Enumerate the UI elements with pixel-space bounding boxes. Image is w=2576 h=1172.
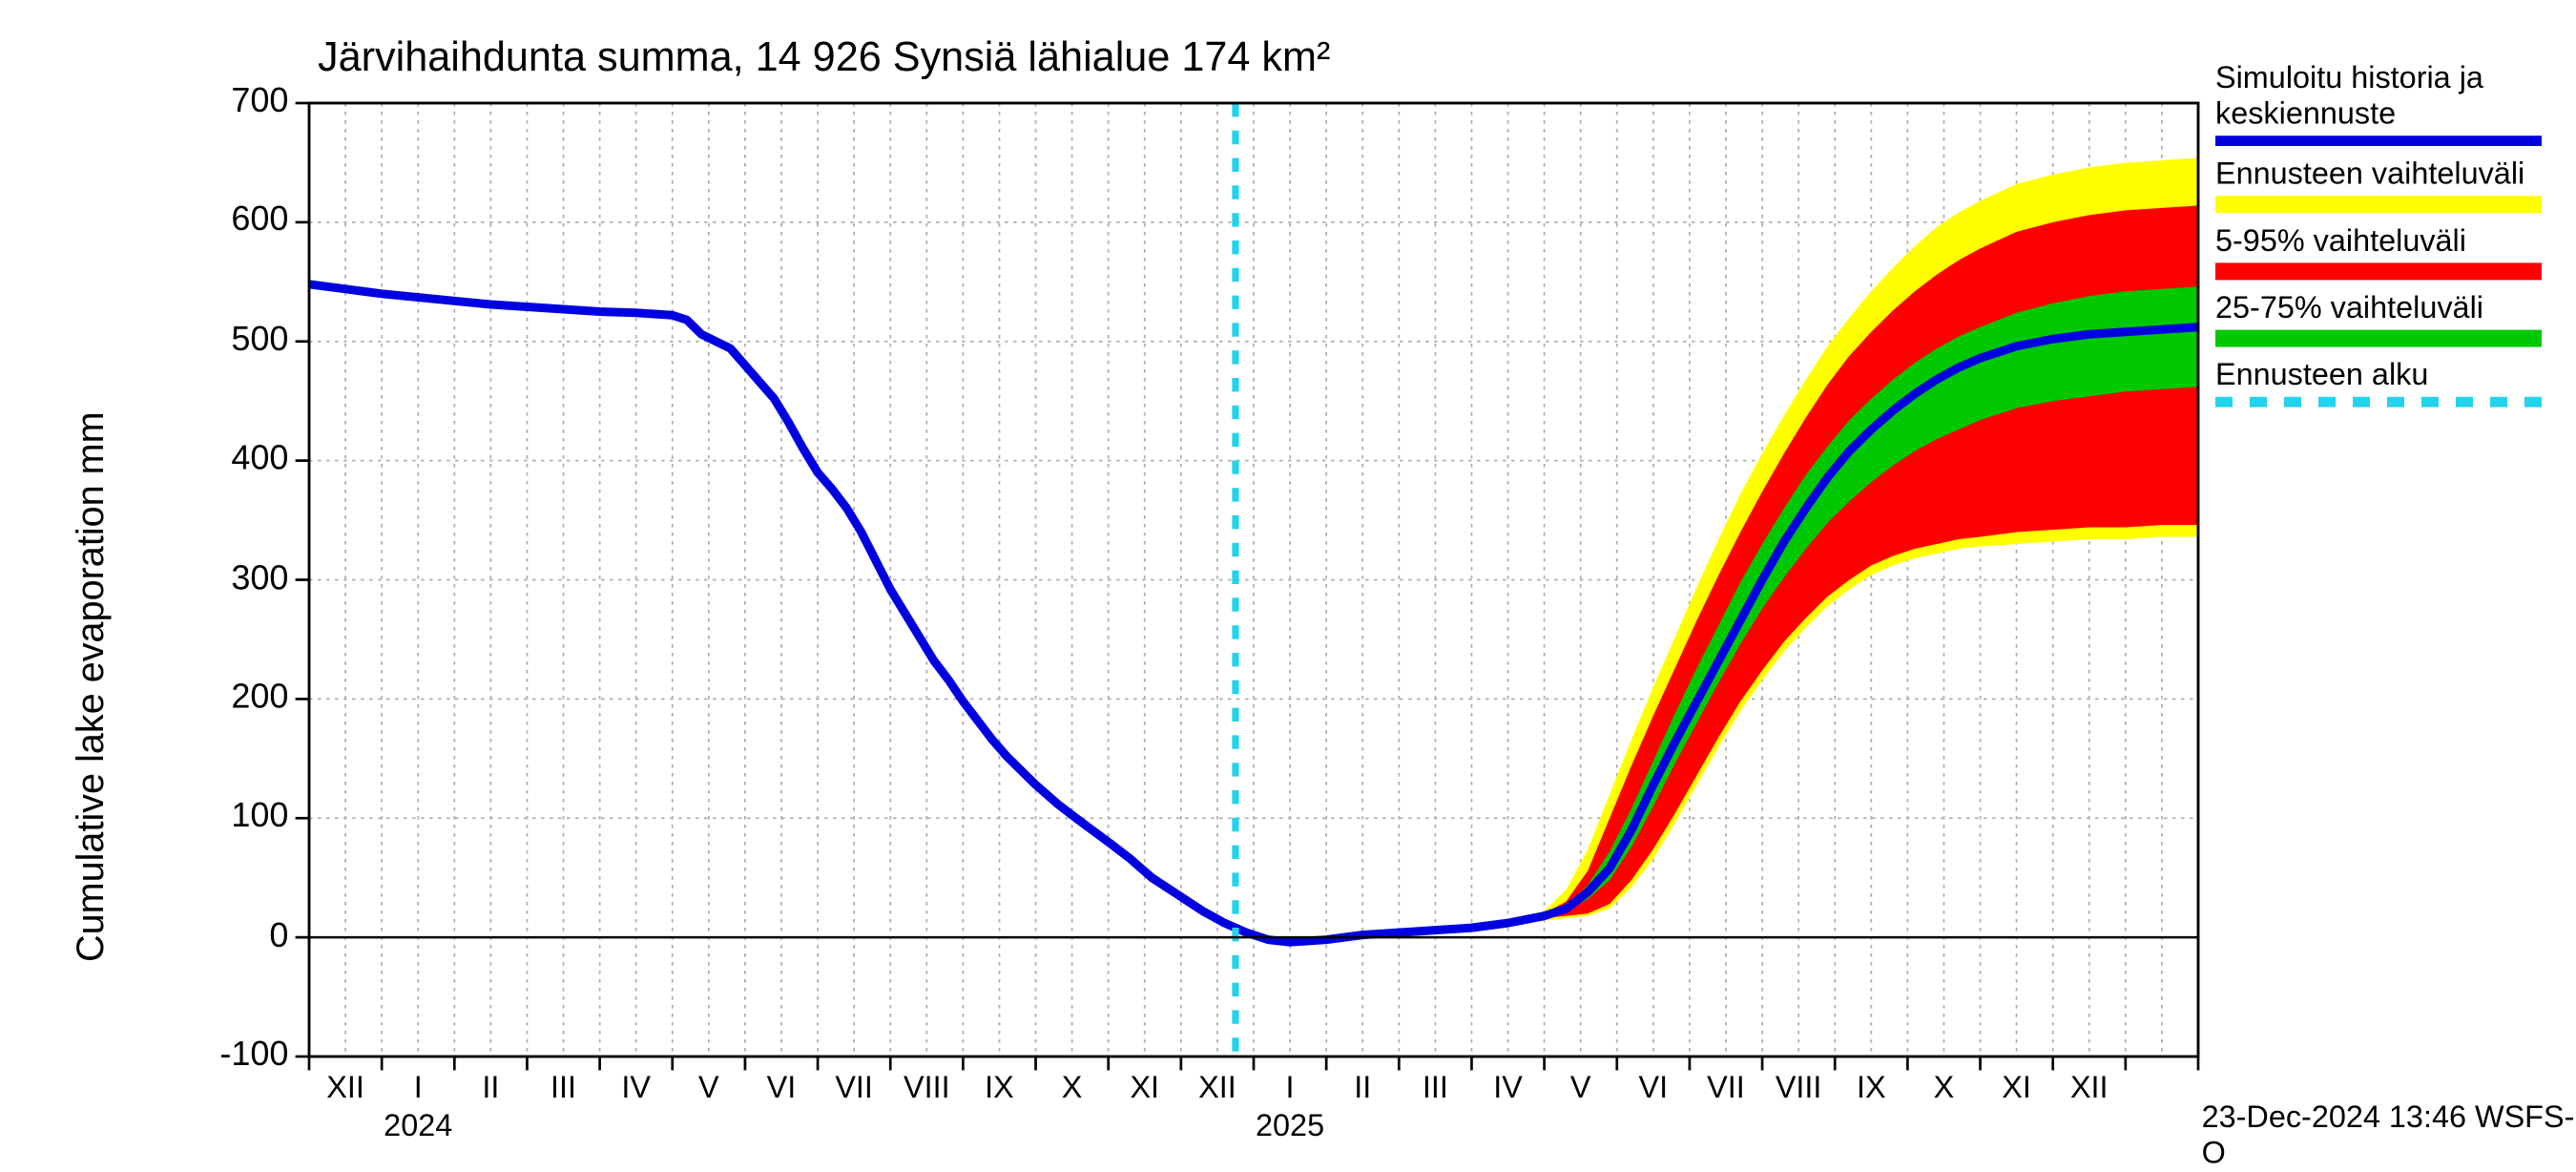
forecast-bands xyxy=(1508,157,2198,925)
plot-svg xyxy=(0,0,2576,1144)
chart-root: Järvihaihdunta summa, 14 926 Synsiä lähi… xyxy=(0,0,2576,1144)
